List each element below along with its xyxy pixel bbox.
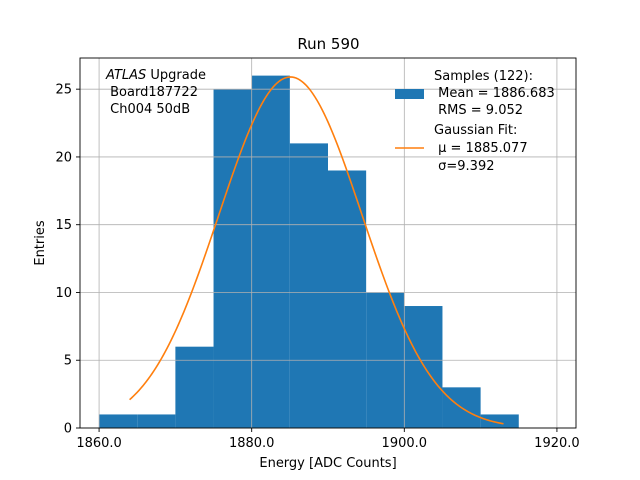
annotation-atlas-italic: ATLAS [105,68,146,83]
annotation-line-2: Board187722 [106,85,198,100]
x-tick-label: 1860.0 [76,436,122,451]
chart-title: Run 590 [297,35,359,53]
x-tick-label: 1880.0 [229,436,275,451]
y-tick-label: 0 [64,422,72,437]
y-tick-label: 15 [55,218,72,233]
plot-area: 1860.0 1880.0 1900.0 1920.0 0 5 10 15 20 25 [55,57,580,451]
x-tick-label: 1920.0 [534,436,580,451]
histogram-bars [99,75,519,429]
histogram-bar [328,170,367,428]
y-axis-ticks: 0 5 10 15 20 25 [55,83,80,437]
annotation-line-1: ATLAS Upgrade [105,68,206,83]
legend-samples-rms: RMS = 9.052 [434,103,523,118]
y-axis-label: Entries [33,220,48,266]
legend: Samples (122): Mean = 1886.683 RMS = 9.0… [395,69,555,174]
histogram-bar [99,414,138,428]
legend-samples-title: Samples (122): [434,69,533,84]
legend-fit-sigma: σ=9.392 [434,159,494,174]
y-tick-label: 5 [64,354,72,369]
legend-samples-swatch [395,89,424,99]
legend-fit-mu: μ = 1885.077 [434,141,528,156]
x-axis-ticks: 1860.0 1880.0 1900.0 1920.0 [76,428,580,451]
legend-fit-title: Gaussian Fit: [434,123,517,138]
histogram-bar [213,89,252,429]
histogram-bar [251,75,290,428]
histogram-bar [137,414,176,428]
histogram-bar [175,346,214,428]
x-tick-label: 1900.0 [382,436,428,451]
y-tick-label: 10 [55,286,72,301]
annotation-upgrade: Upgrade [146,68,206,83]
atlas-annotation: ATLAS Upgrade Board187722 Ch004 50dB [105,68,206,117]
axes-frame [79,57,577,429]
x-axis-label: Energy [ADC Counts] [259,456,396,471]
legend-samples-mean: Mean = 1886.683 [434,86,555,101]
histogram-bar [289,143,328,428]
gaussian-fit-curve [129,76,504,425]
annotation-line-3: Ch004 50dB [106,102,190,117]
histogram-bar [480,414,519,428]
y-tick-label: 25 [55,83,72,98]
y-tick-label: 20 [55,150,72,165]
histogram-bar [404,306,443,428]
